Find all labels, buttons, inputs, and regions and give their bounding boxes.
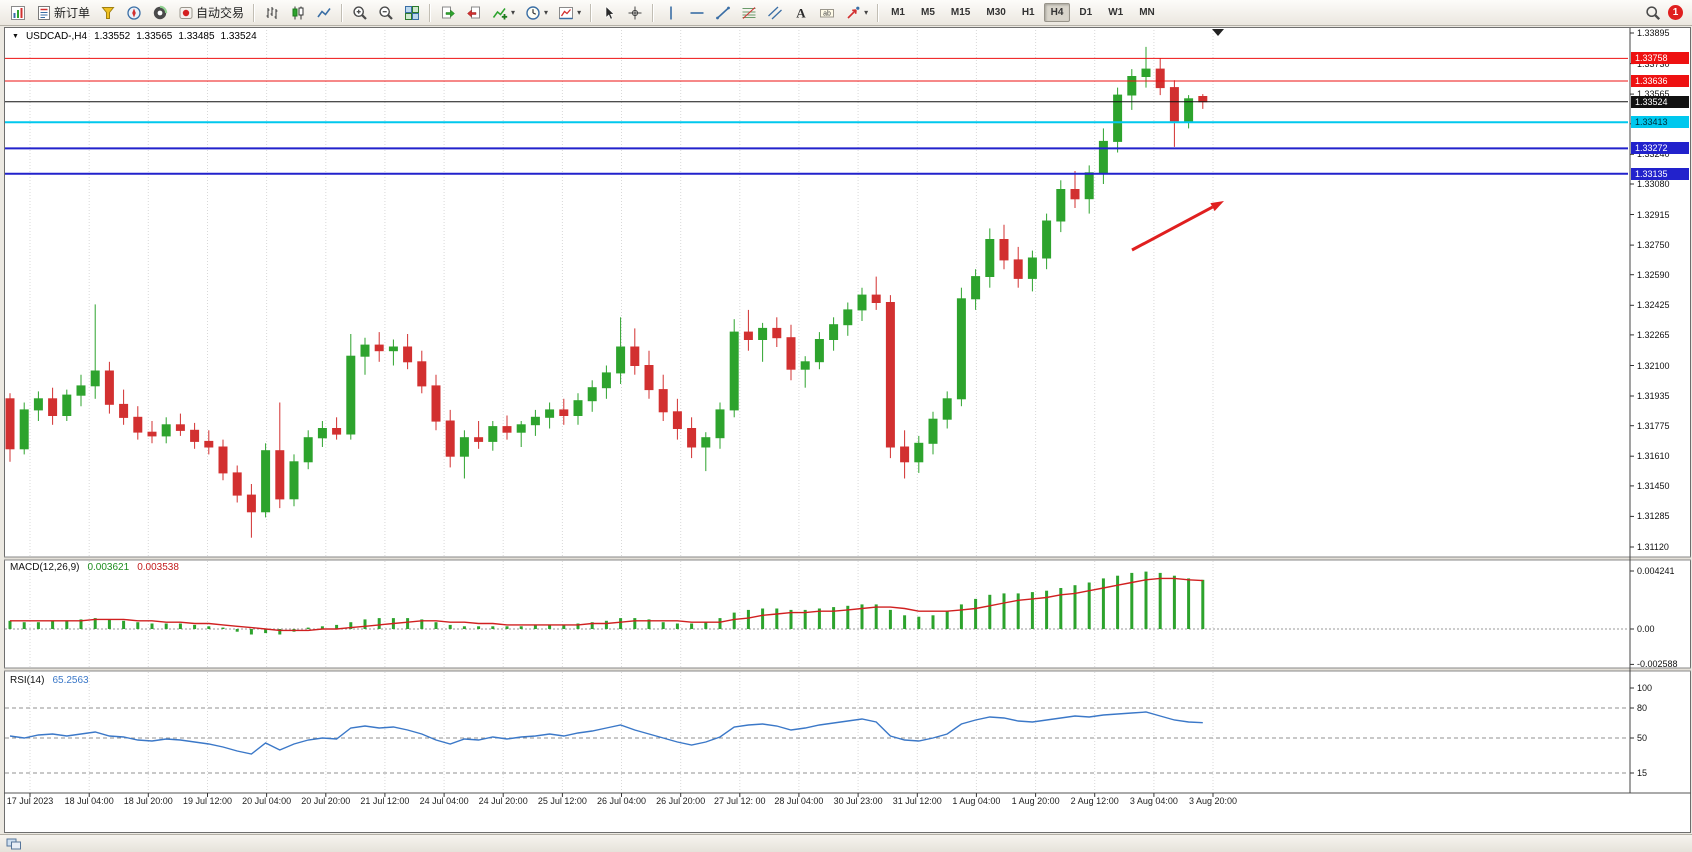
zoom-out-icon	[378, 5, 394, 21]
ohlc-open: 1.33552	[94, 31, 131, 42]
toolbar-separator	[341, 3, 344, 22]
dropdown-caret-icon: ▾	[577, 8, 582, 17]
autotrading-button-label: 自动交易	[196, 6, 245, 20]
macd-indicator-label: MACD(12,26,9) 0.003621 0.003538	[10, 562, 179, 573]
vline-icon	[663, 5, 679, 21]
toolbar-separator	[429, 3, 432, 22]
timeframe-d1-button[interactable]: D1	[1079, 7, 1093, 18]
cursor-icon	[601, 5, 617, 21]
auto-scroll-icon	[440, 5, 456, 21]
navigator-icon	[126, 5, 142, 21]
svg-text:ab: ab	[823, 10, 831, 17]
status-bar	[0, 834, 1692, 852]
bars-icon	[264, 5, 280, 21]
data-window-icon	[152, 5, 168, 21]
tile-icon	[404, 5, 420, 21]
ohlc-low: 1.33485	[178, 31, 215, 42]
timeframe-h4-button[interactable]: H4	[1043, 3, 1071, 22]
data-window-button[interactable]	[148, 1, 172, 25]
toolbar-right: 1	[1645, 5, 1687, 21]
macd-signal-value: 0.003538	[137, 562, 179, 573]
channel-icon	[767, 5, 783, 21]
arrows-icon	[845, 5, 861, 21]
new-order-button-label: 新订单	[54, 6, 91, 20]
svg-text:A: A	[796, 5, 806, 20]
cursor-button[interactable]	[597, 1, 621, 25]
fibonacci-button[interactable]	[737, 1, 761, 25]
ohlc-close: 1.33524	[220, 31, 257, 42]
chart-header: ▼ USDCAD-,H4 1.33552 1.33565 1.33485 1.3…	[12, 31, 257, 42]
fibo-icon	[741, 5, 757, 21]
macd-name: MACD(12,26,9)	[10, 562, 80, 573]
timeframe-m1-button[interactable]: M1	[891, 7, 905, 18]
timeframe-m15-button[interactable]: M15	[950, 7, 971, 18]
rsi-indicator-label: RSI(14) 65.2563	[10, 675, 89, 686]
ohlc-high: 1.33565	[136, 31, 173, 42]
line-chart-button[interactable]	[312, 1, 336, 25]
toolbar-separator	[253, 3, 256, 22]
dropdown-caret-icon: ▾	[511, 8, 516, 17]
chart-window	[4, 27, 1691, 833]
timeframe-h1-button[interactable]: H1	[1021, 7, 1035, 18]
indicators-button[interactable]: ▾	[488, 1, 519, 25]
autotrading-icon	[178, 5, 194, 21]
crosshair-button[interactable]	[623, 1, 647, 25]
chart-shift-button[interactable]	[462, 1, 486, 25]
zoom-in-button[interactable]	[348, 1, 372, 25]
auto-scroll-button[interactable]	[436, 1, 460, 25]
candles-icon	[290, 5, 306, 21]
macd-value: 0.003621	[87, 562, 130, 573]
tile-windows-button[interactable]	[400, 1, 424, 25]
template-icon	[558, 5, 574, 21]
chart-new-icon	[10, 5, 26, 21]
chart-shift-icon	[466, 5, 482, 21]
horizontal-line-button[interactable]	[685, 1, 709, 25]
chart-symbol-period: USDCAD-,H4	[25, 31, 88, 42]
navigator-button[interactable]	[122, 1, 146, 25]
hline-icon	[689, 5, 705, 21]
arrows-button[interactable]: ▾	[841, 1, 872, 25]
clock-icon	[525, 5, 541, 21]
textA-icon: A	[793, 5, 809, 21]
text-label-button[interactable]: ab	[815, 1, 839, 25]
timeframe-mn-button[interactable]: MN	[1139, 7, 1155, 18]
chart-ohlc: 1.33552 1.33565 1.33485 1.33524	[94, 31, 257, 42]
rsi-name: RSI(14)	[10, 675, 45, 686]
timeframe-w1-button[interactable]: W1	[1108, 7, 1124, 18]
timeframe-m5-button[interactable]: M5	[921, 7, 935, 18]
notification-badge[interactable]: 1	[1668, 5, 1683, 20]
timeframe-m30-button[interactable]: M30	[986, 7, 1006, 18]
chart-collapse-icon[interactable]: ▼	[12, 33, 19, 40]
new-chart-button[interactable]	[6, 1, 30, 25]
trendline-icon	[715, 5, 731, 21]
vertical-line-button[interactable]	[659, 1, 683, 25]
new-order-button[interactable]: 新订单	[32, 1, 94, 25]
zoom-out-button[interactable]	[374, 1, 398, 25]
periods-button[interactable]: ▾	[521, 1, 552, 25]
text-button[interactable]: A	[789, 1, 813, 25]
templates-button[interactable]: ▾	[554, 1, 585, 25]
zoom-in-icon	[352, 5, 368, 21]
rsi-value: 65.2563	[52, 675, 89, 686]
trendline-button[interactable]	[711, 1, 735, 25]
toolbar-separator	[652, 3, 655, 22]
toolbar-separator	[877, 3, 880, 22]
channel-button[interactable]	[763, 1, 787, 25]
toolbar-separator	[590, 3, 593, 22]
crosshair-icon	[627, 5, 643, 21]
autotrading-button[interactable]: 自动交易	[174, 1, 248, 25]
indicators-icon	[492, 5, 508, 21]
connection-status-icon	[6, 837, 22, 851]
dropdown-caret-icon: ▾	[544, 8, 549, 17]
line-icon	[316, 5, 332, 21]
bar-chart-button[interactable]	[260, 1, 284, 25]
market-watch-icon	[100, 5, 116, 21]
dropdown-caret-icon: ▾	[864, 8, 869, 17]
search-icon[interactable]	[1645, 5, 1661, 21]
market-watch-button[interactable]	[96, 1, 120, 25]
label-icon: ab	[819, 5, 835, 21]
candlestick-chart-button[interactable]	[286, 1, 310, 25]
new-order-icon	[36, 5, 52, 21]
